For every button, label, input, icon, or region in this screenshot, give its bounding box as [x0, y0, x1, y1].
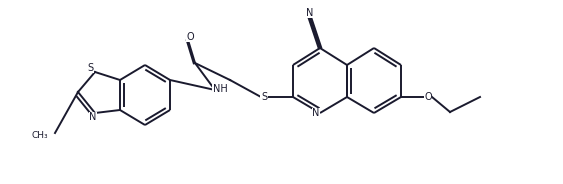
Text: N: N	[306, 8, 314, 17]
Text: NH: NH	[213, 84, 227, 94]
Text: O: O	[424, 92, 432, 102]
Text: N: N	[312, 108, 320, 118]
Text: S: S	[87, 63, 93, 73]
Text: O: O	[186, 32, 194, 42]
Text: S: S	[261, 92, 267, 102]
Text: CH₃: CH₃	[32, 130, 48, 139]
Text: N: N	[90, 112, 97, 122]
